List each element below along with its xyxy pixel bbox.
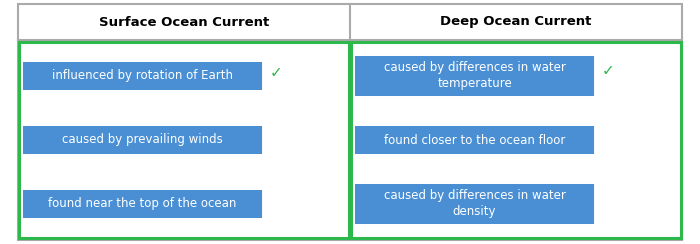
Text: found closer to the ocean floor: found closer to the ocean floor xyxy=(384,133,565,146)
FancyBboxPatch shape xyxy=(355,126,594,154)
FancyBboxPatch shape xyxy=(355,184,594,224)
Text: found near the top of the ocean: found near the top of the ocean xyxy=(48,197,237,211)
Text: caused by differences in water
density: caused by differences in water density xyxy=(384,190,566,218)
FancyBboxPatch shape xyxy=(18,4,682,240)
Text: Surface Ocean Current: Surface Ocean Current xyxy=(99,16,269,29)
FancyBboxPatch shape xyxy=(355,56,594,96)
Text: ✓: ✓ xyxy=(270,65,282,81)
Text: influenced by rotation of Earth: influenced by rotation of Earth xyxy=(52,70,233,82)
FancyBboxPatch shape xyxy=(23,126,262,154)
Text: caused by differences in water
temperature: caused by differences in water temperatu… xyxy=(384,61,566,91)
FancyBboxPatch shape xyxy=(23,190,262,218)
Text: ✓: ✓ xyxy=(602,63,615,79)
Text: Deep Ocean Current: Deep Ocean Current xyxy=(440,16,592,29)
FancyBboxPatch shape xyxy=(23,62,262,90)
Text: caused by prevailing winds: caused by prevailing winds xyxy=(62,133,223,146)
